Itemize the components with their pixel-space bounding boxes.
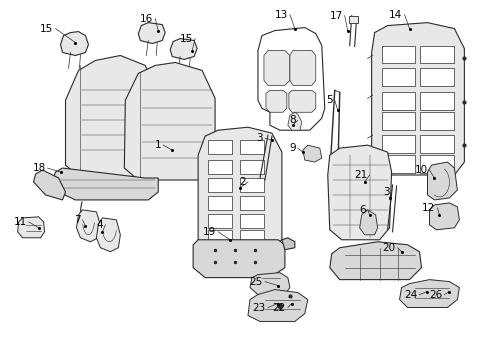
- Polygon shape: [208, 196, 232, 210]
- Polygon shape: [381, 92, 414, 110]
- Polygon shape: [65, 55, 158, 178]
- Polygon shape: [124, 62, 215, 180]
- Polygon shape: [240, 196, 264, 210]
- Polygon shape: [208, 214, 232, 228]
- Polygon shape: [240, 214, 264, 228]
- Text: 16: 16: [140, 14, 153, 24]
- Polygon shape: [287, 112, 301, 130]
- Polygon shape: [198, 127, 281, 250]
- Text: 24: 24: [404, 289, 417, 300]
- Polygon shape: [419, 92, 453, 110]
- Polygon shape: [265, 90, 286, 112]
- Polygon shape: [329, 242, 421, 280]
- Polygon shape: [240, 178, 264, 192]
- Polygon shape: [18, 217, 44, 238]
- Text: 20: 20: [382, 243, 395, 253]
- Polygon shape: [381, 112, 414, 130]
- Polygon shape: [138, 23, 165, 44]
- Polygon shape: [288, 90, 315, 112]
- Polygon shape: [76, 210, 100, 242]
- Text: 15: 15: [180, 33, 193, 44]
- Polygon shape: [327, 145, 391, 240]
- Polygon shape: [208, 140, 232, 154]
- Polygon shape: [428, 203, 458, 230]
- Text: 14: 14: [388, 10, 402, 20]
- Polygon shape: [348, 15, 357, 23]
- Polygon shape: [419, 68, 453, 86]
- Polygon shape: [258, 28, 324, 130]
- Polygon shape: [371, 23, 464, 175]
- Text: 17: 17: [329, 11, 342, 21]
- Text: 1: 1: [154, 140, 161, 150]
- Text: 3: 3: [256, 133, 263, 143]
- Polygon shape: [281, 238, 294, 250]
- Polygon shape: [240, 230, 264, 244]
- Text: 6: 6: [358, 205, 365, 215]
- Text: 26: 26: [428, 289, 442, 300]
- Polygon shape: [302, 145, 321, 162]
- Polygon shape: [34, 170, 65, 200]
- Polygon shape: [193, 240, 285, 278]
- Text: 25: 25: [249, 276, 263, 287]
- Polygon shape: [381, 155, 414, 173]
- Polygon shape: [240, 140, 264, 154]
- Text: 15: 15: [40, 24, 53, 33]
- Polygon shape: [208, 160, 232, 174]
- Polygon shape: [52, 168, 158, 200]
- Polygon shape: [419, 155, 453, 173]
- Text: 21: 21: [354, 170, 367, 180]
- Text: 13: 13: [274, 10, 287, 20]
- Text: 23: 23: [252, 302, 265, 312]
- Text: 12: 12: [421, 203, 435, 213]
- Text: 18: 18: [32, 163, 45, 173]
- Polygon shape: [247, 289, 307, 321]
- Text: 19: 19: [203, 227, 216, 237]
- Text: 7: 7: [74, 215, 81, 225]
- Polygon shape: [240, 160, 264, 174]
- Polygon shape: [170, 39, 197, 59]
- Polygon shape: [381, 68, 414, 86]
- Polygon shape: [61, 32, 88, 55]
- Polygon shape: [264, 50, 289, 85]
- Text: 11: 11: [13, 217, 26, 227]
- Text: 10: 10: [413, 165, 427, 175]
- Text: 22: 22: [272, 302, 285, 312]
- Polygon shape: [419, 135, 453, 153]
- Text: 9: 9: [288, 143, 295, 153]
- Text: 8: 8: [288, 115, 295, 125]
- Polygon shape: [381, 45, 414, 63]
- Text: 3: 3: [382, 187, 389, 197]
- Polygon shape: [381, 135, 414, 153]
- Polygon shape: [427, 162, 456, 200]
- Polygon shape: [208, 230, 232, 244]
- Polygon shape: [419, 45, 453, 63]
- Polygon shape: [399, 280, 458, 307]
- Polygon shape: [289, 50, 315, 85]
- Polygon shape: [96, 218, 120, 252]
- Polygon shape: [359, 210, 377, 235]
- Text: 4: 4: [97, 220, 103, 230]
- Text: 2: 2: [239, 177, 245, 187]
- Text: 5: 5: [325, 95, 332, 105]
- Polygon shape: [419, 112, 453, 130]
- Polygon shape: [249, 273, 289, 294]
- Polygon shape: [208, 178, 232, 192]
